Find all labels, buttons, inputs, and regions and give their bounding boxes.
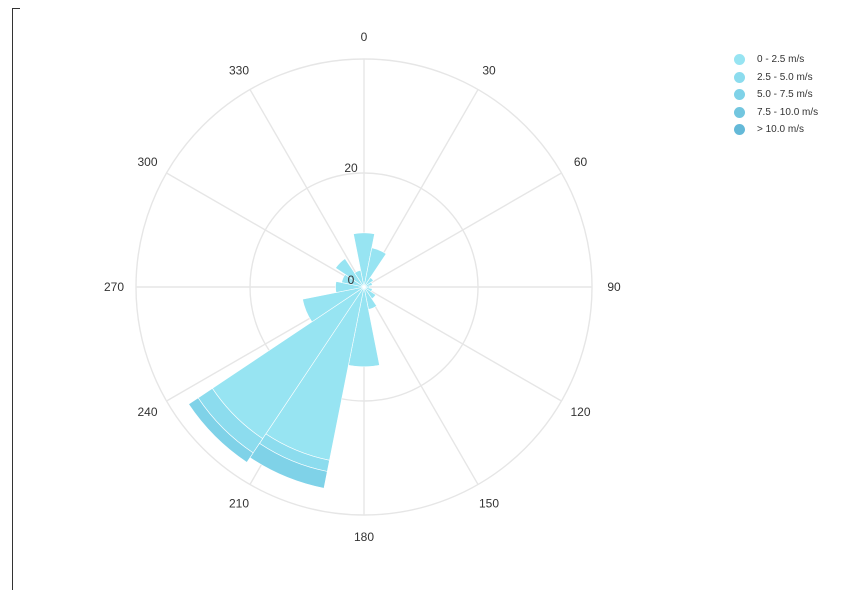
figure-frame-top-tick (12, 8, 20, 9)
direction-label: 150 (479, 497, 499, 511)
direction-label: 90 (607, 280, 621, 294)
direction-label: 240 (137, 405, 157, 419)
legend-label: 0 - 2.5 m/s (757, 54, 805, 66)
legend-swatch (734, 89, 745, 101)
wind-rose-bar (353, 232, 375, 288)
legend-swatch (734, 124, 745, 136)
legend-swatch (734, 71, 745, 83)
wind-rose-bar (335, 281, 365, 293)
legend-label: 2.5 - 5.0 m/s (757, 71, 813, 83)
wind-rose-bar (363, 247, 387, 288)
wind-rose-bar (188, 397, 254, 463)
legend-item[interactable]: 0 - 2.5 m/s (734, 51, 843, 69)
chart-legend: 0 - 2.5 m/s 2.5 - 5.0 m/s 5.0 - 7.5 m/s … (734, 51, 843, 139)
direction-label: 0 (361, 30, 368, 44)
grid-spoke (363, 286, 562, 402)
radial-label: 20 (344, 161, 358, 175)
direction-tick-labels: 0 30 60 90 120 150 180 210 240 270 300 330 (104, 30, 621, 544)
legend-label: 7.5 - 10.0 m/s (757, 106, 819, 118)
legend-label: 5.0 - 7.5 m/s (757, 89, 813, 101)
direction-label: 210 (229, 497, 249, 511)
grid-spoke (363, 172, 562, 288)
wind-rose-bar (363, 277, 374, 288)
grid-spoke (363, 286, 479, 485)
grid-spoke (166, 172, 365, 288)
legend-item[interactable]: > 10.0 m/s (734, 121, 843, 139)
legend-swatch (734, 106, 745, 118)
legend-item[interactable]: 2.5 - 5.0 m/s (734, 69, 843, 87)
legend-item[interactable]: 7.5 - 10.0 m/s (734, 104, 843, 122)
wind-rose-bar (363, 281, 373, 288)
direction-label: 300 (137, 155, 157, 169)
radial-label: 0 (348, 273, 355, 287)
direction-label: 30 (482, 63, 496, 77)
wind-rose-bars (188, 232, 387, 489)
legend-label: > 10.0 m/s (757, 124, 804, 136)
direction-label: 270 (104, 280, 124, 294)
wind-rose-bar (302, 286, 365, 323)
wind-rose-bar (354, 269, 365, 288)
figure-frame-left-edge (12, 8, 13, 590)
direction-label: 60 (574, 155, 588, 169)
radial-tick-labels: 0 20 (344, 161, 358, 287)
grid-spoke (249, 89, 365, 288)
direction-label: 120 (570, 405, 590, 419)
direction-label: 180 (354, 530, 374, 544)
legend-swatch (734, 54, 745, 66)
direction-label: 330 (229, 63, 249, 77)
wind-rose-bar (335, 258, 365, 288)
legend-item[interactable]: 5.0 - 7.5 m/s (734, 86, 843, 104)
